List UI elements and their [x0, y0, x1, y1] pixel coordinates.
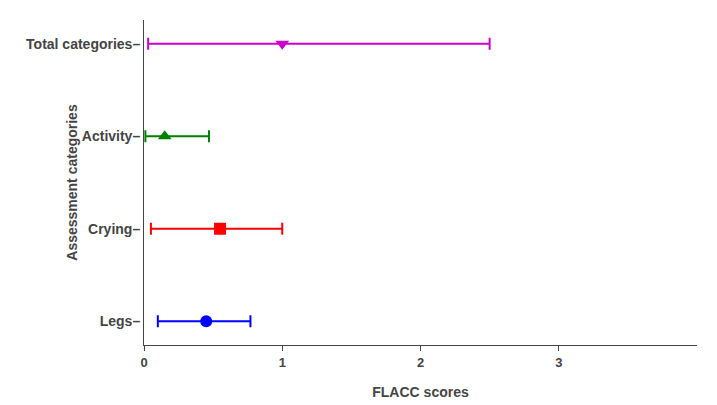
svg-text:Crying–: Crying–	[88, 221, 140, 237]
svg-text:Assessment categories: Assessment categories	[64, 104, 80, 261]
svg-text:Total categories–: Total categories–	[26, 36, 140, 52]
svg-text:3: 3	[555, 355, 562, 370]
svg-text:1: 1	[279, 355, 286, 370]
svg-text:0: 0	[140, 355, 147, 370]
svg-text:Activity–: Activity–	[82, 128, 141, 144]
svg-text:FLACC scores: FLACC scores	[372, 384, 469, 400]
svg-text:2: 2	[417, 355, 424, 370]
svg-text:Legs–: Legs–	[100, 313, 141, 329]
